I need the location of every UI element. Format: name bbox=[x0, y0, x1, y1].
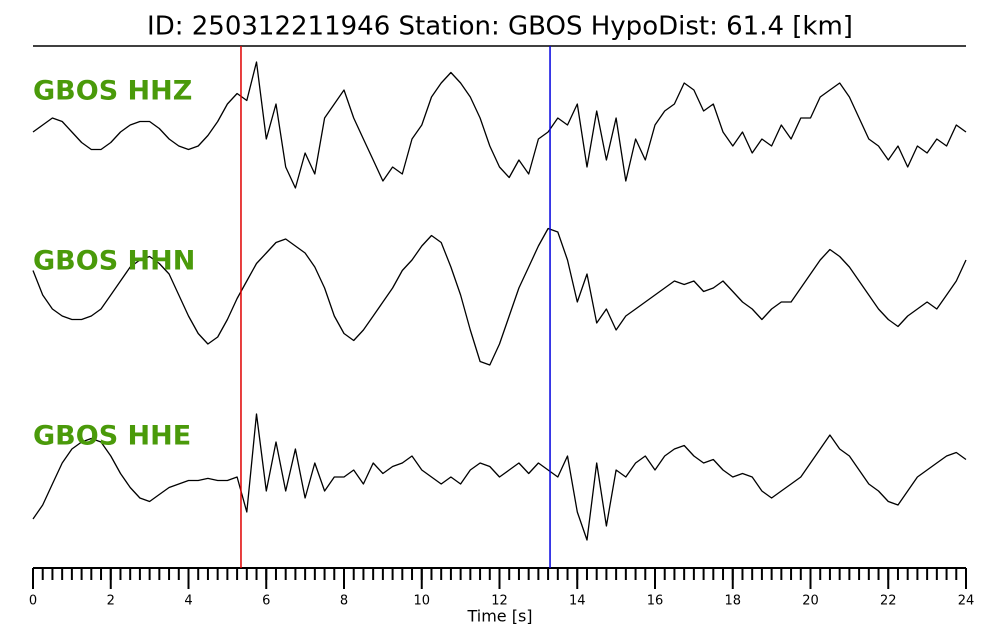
x-tick-label: 14 bbox=[569, 594, 586, 609]
waveform bbox=[32, 413, 967, 541]
trace-label: GBOS HHE bbox=[33, 421, 191, 452]
waveform bbox=[32, 61, 967, 189]
trace-label: GBOS HHZ bbox=[33, 76, 192, 107]
x-tick-label: 22 bbox=[880, 594, 897, 609]
chart-title: ID: 250312211946 Station: GBOS HypoDist:… bbox=[147, 12, 853, 42]
x-tick-label: 16 bbox=[647, 594, 664, 609]
trace-label: GBOS HHN bbox=[33, 246, 195, 277]
x-tick-label: 24 bbox=[958, 594, 975, 609]
x-tick-label: 6 bbox=[262, 594, 270, 609]
x-tick-label: 4 bbox=[184, 594, 192, 609]
x-tick-label: 20 bbox=[802, 594, 819, 609]
x-tick-label: 8 bbox=[340, 594, 348, 609]
waveform bbox=[32, 227, 967, 366]
x-axis-label: Time [s] bbox=[466, 607, 532, 626]
x-tick-label: 10 bbox=[413, 594, 430, 609]
x-tick-label: 18 bbox=[724, 594, 741, 609]
x-tick-label: 12 bbox=[491, 594, 508, 609]
x-tick-label: 2 bbox=[107, 594, 115, 609]
x-tick-label: 0 bbox=[29, 594, 37, 609]
